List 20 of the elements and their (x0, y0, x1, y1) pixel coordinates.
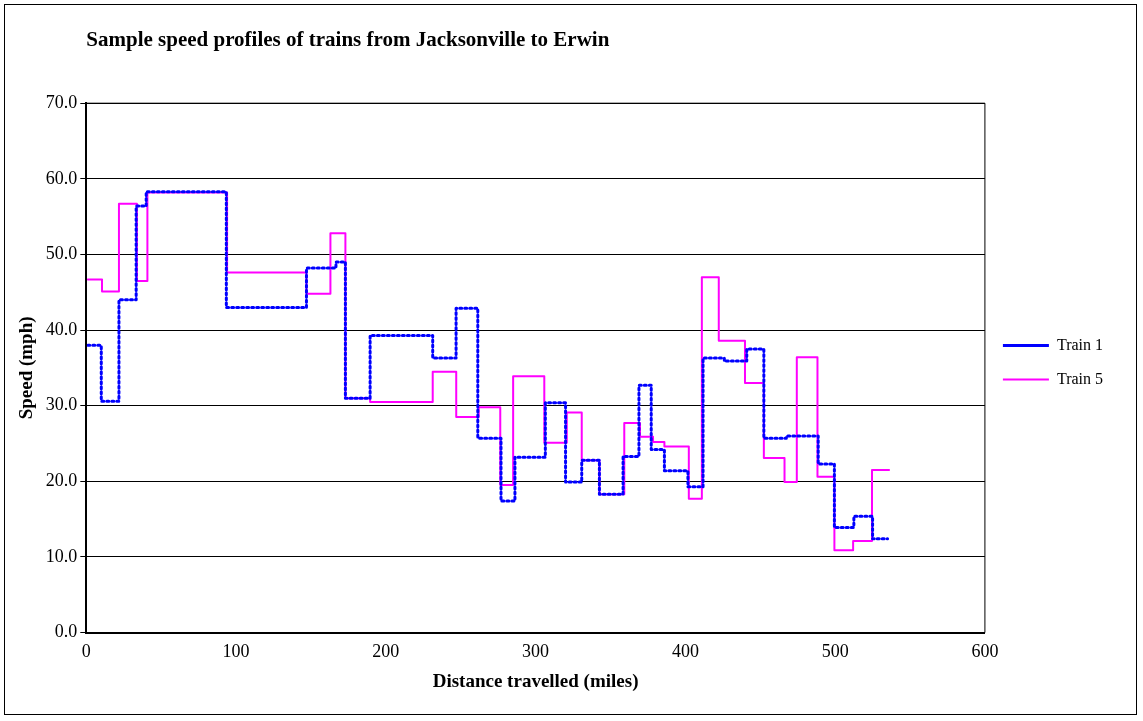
legend-label: Train 1 (1056, 335, 1104, 353)
y-tick-label: 70.0 (45, 91, 78, 112)
x-tick-label: 0 (81, 641, 91, 662)
legend-label: Train 5 (1056, 369, 1104, 387)
y-tick-label: 10.0 (45, 545, 78, 566)
y-tick-label: 20.0 (45, 470, 78, 491)
x-tick-label: 200 (372, 641, 400, 662)
x-tick-label: 600 (971, 641, 999, 662)
x-tick-label: 500 (821, 641, 849, 662)
chart-title: Sample speed profiles of trains from Jacksonville to Erwin (86, 27, 610, 52)
x-tick-label: 100 (222, 641, 250, 662)
x-tick-label: 400 (671, 641, 699, 662)
y-tick-label: 60.0 (45, 167, 78, 188)
x-axis-title: Distance travelled (miles) (432, 669, 639, 692)
x-tick-label: 300 (522, 641, 550, 662)
y-axis-title: Speed (mph) (15, 316, 38, 420)
y-tick-label: 0.0 (54, 621, 78, 642)
y-tick-label: 40.0 (45, 318, 78, 339)
y-tick-label: 30.0 (45, 394, 78, 415)
y-tick-label: 50.0 (45, 243, 78, 264)
